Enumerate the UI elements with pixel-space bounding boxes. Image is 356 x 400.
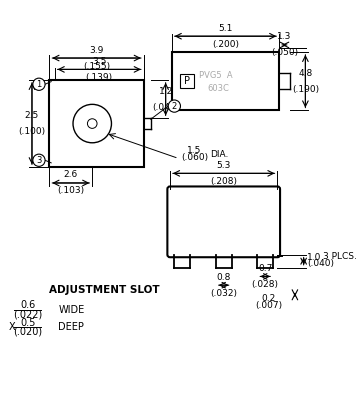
Text: (.155): (.155) xyxy=(83,62,110,70)
Text: 2: 2 xyxy=(172,102,177,110)
Text: ADJUSTMENT SLOT: ADJUSTMENT SLOT xyxy=(49,284,160,294)
Text: 1.5: 1.5 xyxy=(187,146,201,155)
Text: (.020): (.020) xyxy=(13,326,42,336)
Text: (.200): (.200) xyxy=(212,40,239,49)
Text: (.047): (.047) xyxy=(152,103,179,112)
Text: 4.8: 4.8 xyxy=(298,69,313,78)
Text: (.190): (.190) xyxy=(292,85,319,94)
Text: (.050): (.050) xyxy=(271,48,298,58)
Circle shape xyxy=(33,154,45,166)
Text: 5.3: 5.3 xyxy=(216,161,231,170)
Text: 0.6: 0.6 xyxy=(20,300,35,310)
Bar xyxy=(180,74,194,88)
Text: DEEP: DEEP xyxy=(58,322,84,332)
Text: WIDE: WIDE xyxy=(58,305,84,315)
Text: 3: 3 xyxy=(36,156,42,165)
Bar xyxy=(49,80,144,167)
Circle shape xyxy=(88,119,97,128)
Text: 0.8: 0.8 xyxy=(216,273,231,282)
Circle shape xyxy=(73,104,111,143)
Text: 1.3: 1.3 xyxy=(277,32,292,42)
Text: (.040): (.040) xyxy=(307,259,334,268)
Text: (.100): (.100) xyxy=(19,127,46,136)
Bar xyxy=(172,52,279,110)
Text: 0.7: 0.7 xyxy=(258,264,272,273)
Text: X: X xyxy=(9,322,15,332)
Text: DIA.: DIA. xyxy=(210,150,229,159)
Text: 3.9: 3.9 xyxy=(89,46,104,54)
Text: 5.1: 5.1 xyxy=(218,24,233,33)
Text: 3 PLCS.: 3 PLCS. xyxy=(323,252,356,261)
Text: 2.5: 2.5 xyxy=(25,111,39,120)
Text: P: P xyxy=(184,76,190,86)
Circle shape xyxy=(33,78,45,90)
Text: 0.2: 0.2 xyxy=(262,294,276,303)
Text: 1: 1 xyxy=(36,80,42,89)
FancyBboxPatch shape xyxy=(167,186,280,257)
Text: (.060): (.060) xyxy=(181,153,208,162)
Text: (.103): (.103) xyxy=(57,186,84,196)
Text: (.032): (.032) xyxy=(210,289,237,298)
Text: 1.0: 1.0 xyxy=(307,253,321,262)
Text: 0.5: 0.5 xyxy=(20,318,35,328)
Circle shape xyxy=(168,100,180,112)
Text: (.208): (.208) xyxy=(210,177,237,186)
Text: 1.2: 1.2 xyxy=(158,87,173,96)
Text: (.028): (.028) xyxy=(252,280,279,289)
Text: (.022): (.022) xyxy=(13,309,42,319)
Text: 603C: 603C xyxy=(207,84,229,93)
Text: (.139): (.139) xyxy=(86,73,113,82)
Text: (.007): (.007) xyxy=(255,301,282,310)
Text: 3.5: 3.5 xyxy=(92,57,106,66)
Text: 2.6: 2.6 xyxy=(64,170,78,180)
Text: PVG5  A: PVG5 A xyxy=(199,71,232,80)
